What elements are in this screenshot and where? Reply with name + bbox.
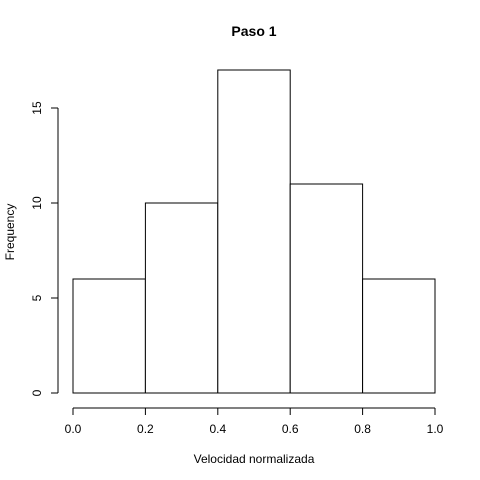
y-axis-label: Frequency xyxy=(3,204,17,261)
y-tick-label: 10 xyxy=(30,196,44,210)
histogram-bar-2 xyxy=(217,69,291,394)
x-tick-label: 0.0 xyxy=(65,422,82,436)
y-tick-label: 5 xyxy=(30,294,44,301)
y-axis: 0 5 10 15 xyxy=(30,101,59,396)
x-tick-label: 0.6 xyxy=(282,422,299,436)
histogram-bar-3 xyxy=(289,183,364,394)
x-tick-label: 1.0 xyxy=(427,422,444,436)
chart-title: Paso 1 xyxy=(231,23,276,39)
x-axis: 0.0 0.2 0.4 0.6 0.8 1.0 xyxy=(65,407,444,436)
x-axis-label: Velocidad normalizada xyxy=(194,452,315,466)
y-tick-label: 0 xyxy=(30,389,44,396)
x-tick-label: 0.2 xyxy=(137,422,154,436)
x-tick-label: 0.8 xyxy=(354,422,371,436)
histogram-bar-1 xyxy=(144,202,219,394)
x-tick-label: 0.4 xyxy=(209,422,226,436)
bars-group xyxy=(72,69,436,394)
histogram-bar-4 xyxy=(362,278,436,394)
y-tick-label: 15 xyxy=(30,101,44,115)
histogram-bar-0 xyxy=(72,278,146,394)
